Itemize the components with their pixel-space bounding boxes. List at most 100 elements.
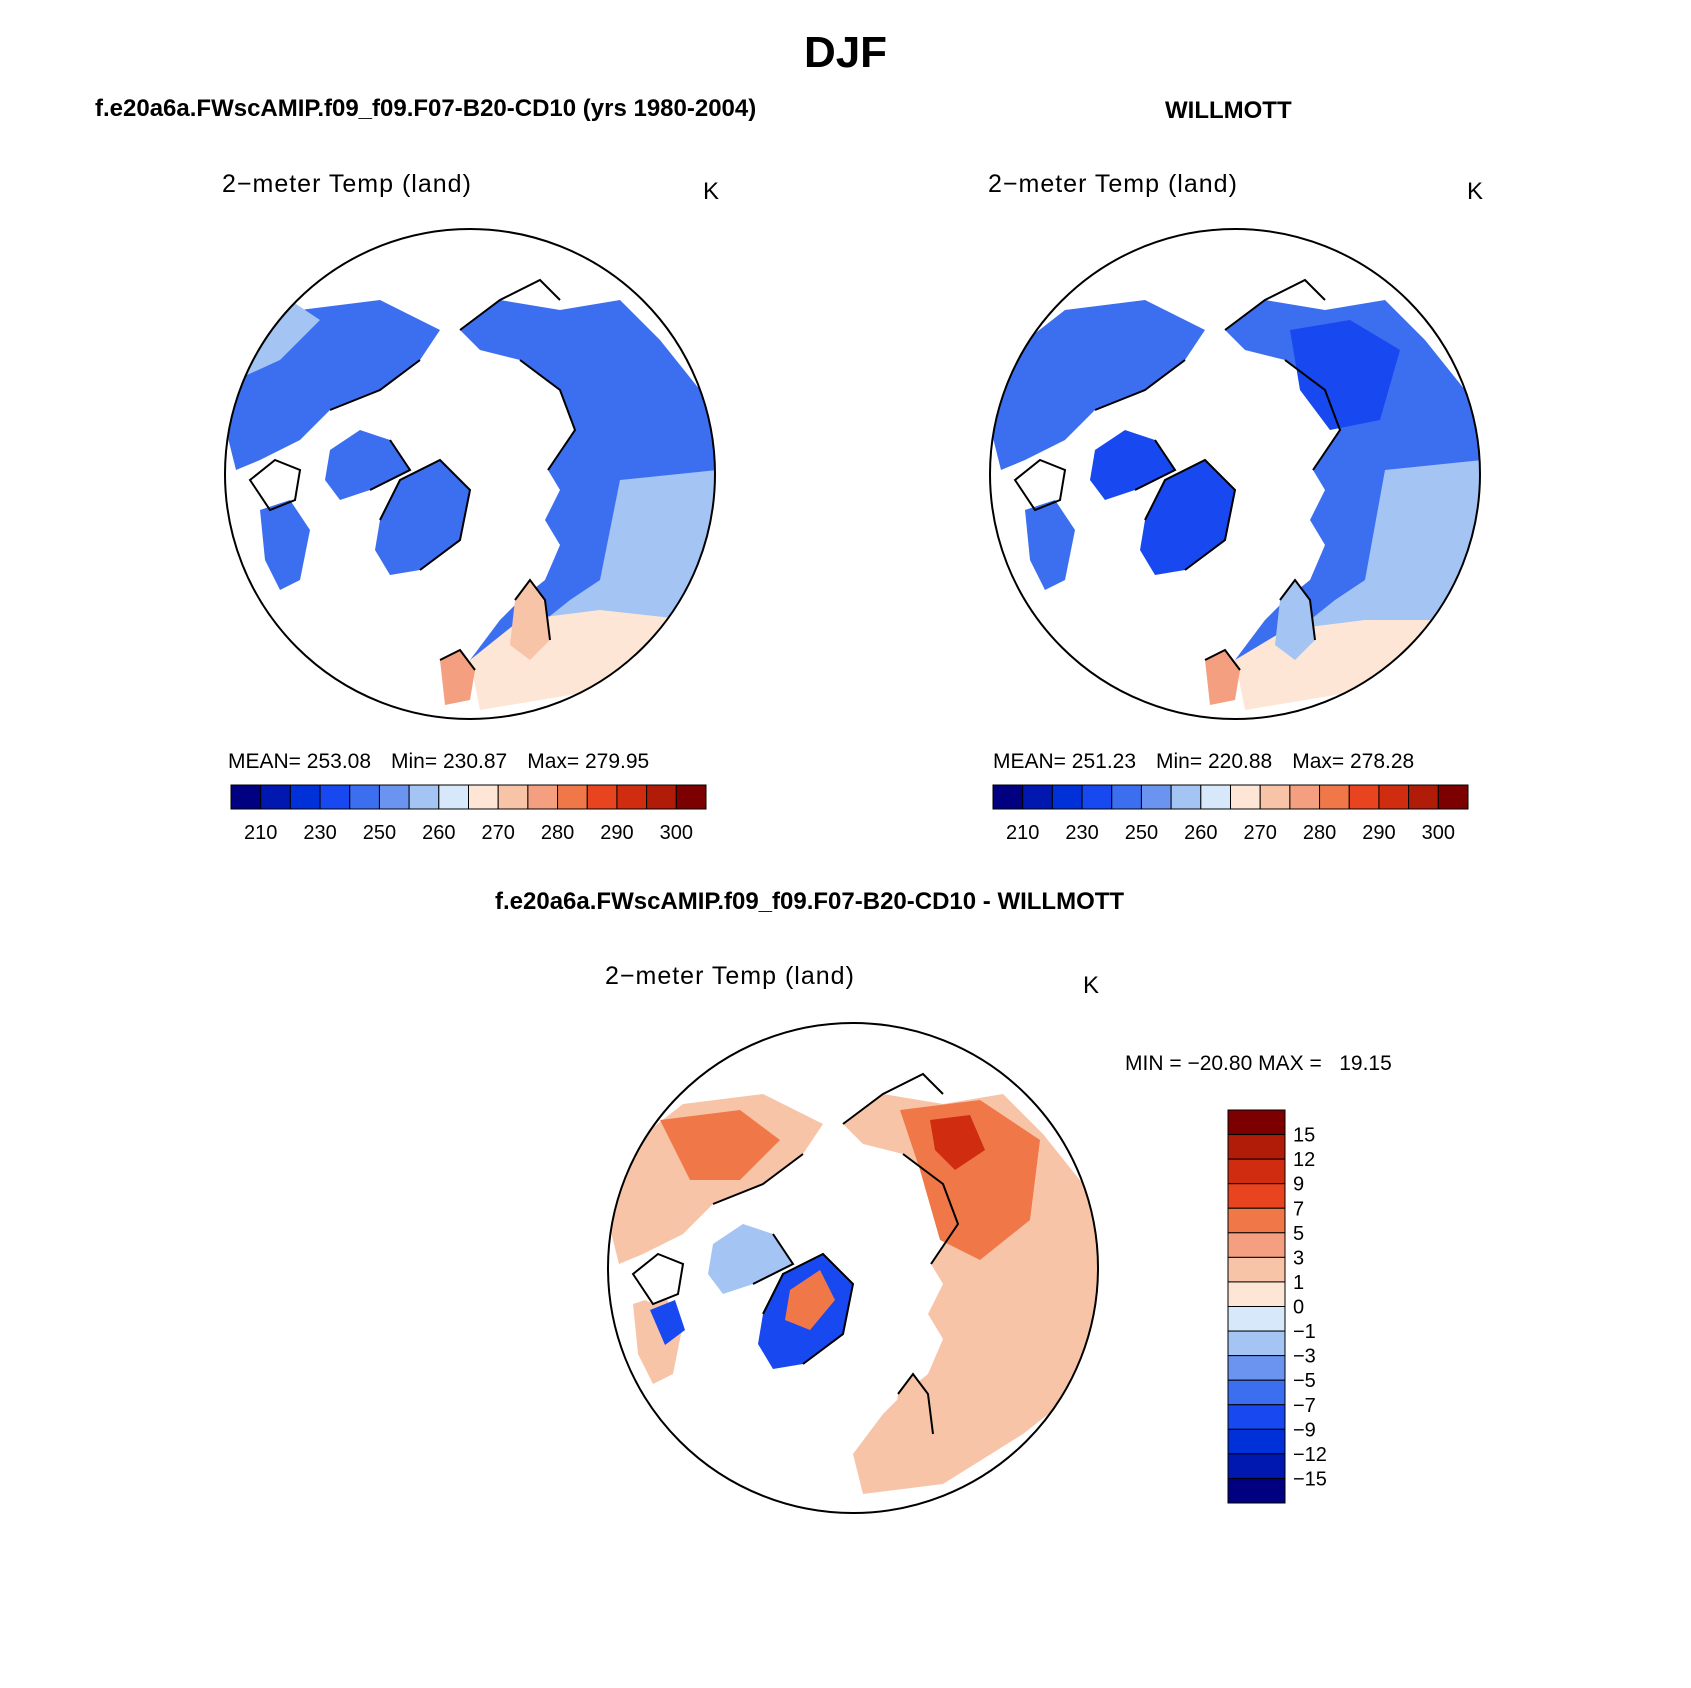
model-colorbar-swatch [646, 784, 677, 810]
model-land-archipelago [325, 430, 410, 500]
diff-colorbar-swatch [1227, 1134, 1286, 1160]
model-colorbar-tick-label: 290 [600, 822, 633, 844]
diff-colorbar-tick-label: −5 [1293, 1370, 1316, 1392]
diff-max-label: MAX = [1258, 1052, 1322, 1075]
diff-colorbar-tick-label: 9 [1293, 1174, 1304, 1196]
obs-colorbar-swatch [1200, 784, 1231, 810]
obs-land-britain [1205, 650, 1240, 705]
obs-colorbar-swatch [1259, 784, 1291, 810]
obs-colorbar-swatch [992, 784, 1024, 810]
obs-units: K [1467, 178, 1484, 205]
diff-land-scandinavia [893, 1374, 933, 1454]
diff-colorbar-swatch [1227, 1306, 1286, 1332]
model-land-britain [440, 650, 475, 705]
diff-colorbar-tick-label: 1 [1293, 1272, 1304, 1294]
model-mean-value: 253.08 [306, 750, 372, 773]
obs-colorbar-swatch [1437, 784, 1469, 810]
model-colorbar-swatch [557, 784, 588, 810]
obs-variable-title: 2−meter Temp (land) [988, 170, 1238, 198]
obs-max-label: Max= [1292, 750, 1345, 773]
figure-title: DJF [803, 28, 888, 77]
diff-coastline [631, 1072, 960, 1435]
diff-polar-map [607, 1022, 1099, 1514]
model-colorbar-swatch [349, 784, 380, 810]
diff-stats: MIN = −20.80 MAX = 19.15 [1125, 1052, 1392, 1076]
diff-land-greenland-hot [785, 1270, 835, 1330]
obs-min-label: Min= [1156, 750, 1203, 773]
diff-land-archipelago [708, 1224, 793, 1294]
model-colorbar-swatch [527, 784, 559, 810]
model-land-scandinavia [510, 580, 550, 660]
model-stats: MEAN= 253.08 Min= 230.87 Max= 279.95 [228, 750, 669, 774]
model-colorbar-swatch [408, 784, 440, 810]
obs-land-northamerica [991, 300, 1205, 470]
obs-colorbar-swatch [1081, 784, 1113, 810]
obs-max-value: 278.28 [1349, 750, 1415, 773]
obs-colorbar-tick-label: 260 [1184, 822, 1217, 844]
model-variable-title: 2−meter Temp (land) [222, 170, 472, 198]
model-colorbar-swatch [260, 784, 291, 810]
diff-colorbar-swatch [1227, 1379, 1286, 1406]
diff-header: f.e20a6a.FWscAMIP.f09_f09.F07-B20-CD10 -… [495, 888, 1125, 915]
model-header: f.e20a6a.FWscAMIP.f09_f09.F07-B20-CD10 (… [95, 95, 757, 122]
obs-land-greenland [1140, 460, 1235, 575]
model-colorbar: 210 230 250 260 270 280 290 300 [230, 784, 707, 844]
obs-land-scandinavia [1275, 580, 1315, 660]
model-colorbar-tick-label: 300 [660, 822, 693, 844]
obs-colorbar-swatch [1289, 784, 1321, 810]
model-colorbar-tick-label: 280 [541, 822, 574, 844]
obs-colorbar-swatch [1022, 784, 1053, 810]
diff-colorbar-tick-label: 5 [1293, 1223, 1304, 1245]
obs-mean-label: MEAN= [993, 750, 1066, 773]
model-min-label: Min= [391, 750, 438, 773]
obs-colorbar-tick-label: 300 [1422, 822, 1455, 844]
obs-colorbar-swatch [1051, 784, 1083, 810]
diff-land-siberia-core [930, 1115, 985, 1170]
model-min-value: 230.87 [442, 750, 508, 773]
model-colorbar-swatch [289, 784, 321, 810]
model-colorbar-tick-label: 230 [303, 822, 336, 844]
diff-colorbar-swatch [1227, 1281, 1286, 1307]
diff-colorbar-swatch [1227, 1453, 1286, 1479]
obs-colorbar-tick-label: 250 [1125, 822, 1158, 844]
obs-colorbar-tick-label: 270 [1244, 822, 1277, 844]
model-colorbar-swatch [319, 784, 351, 810]
model-colorbar-swatch [230, 784, 262, 810]
model-max-value: 279.95 [584, 750, 650, 773]
model-polar-map [224, 228, 716, 720]
model-colorbar-tick-label: 270 [482, 822, 515, 844]
model-land-greenland [375, 460, 470, 575]
diff-min-value: −20.80 [1187, 1052, 1253, 1075]
obs-land-eurasia-core [1290, 320, 1400, 430]
model-colorbar-tick-label: 210 [244, 822, 277, 844]
diff-land-alaska-cold [650, 1300, 685, 1345]
model-colorbar-swatch [616, 784, 648, 810]
diff-colorbar-tick-label: 7 [1293, 1198, 1304, 1220]
diff-colorbar-swatch [1227, 1256, 1286, 1283]
obs-land-alaska [1025, 500, 1075, 590]
obs-mean-value: 251.23 [1071, 750, 1137, 773]
obs-polar-map [989, 228, 1481, 720]
diff-min-label: MIN = [1125, 1052, 1182, 1075]
model-colorbar-swatch [438, 784, 469, 810]
obs-coastline [1013, 278, 1342, 671]
diff-colorbar-swatch [1227, 1404, 1286, 1430]
diff-colorbar-tick-label: 3 [1293, 1247, 1304, 1269]
diff-colorbar-swatch [1227, 1477, 1286, 1504]
model-colorbar-swatch [675, 784, 707, 810]
obs-colorbar-swatch [1111, 784, 1142, 810]
diff-colorbar-tick-label: 15 [1293, 1125, 1315, 1147]
model-units: K [703, 178, 720, 205]
model-coastline [248, 278, 577, 671]
model-colorbar-swatch [378, 784, 410, 810]
obs-colorbar-tick-label: 290 [1362, 822, 1395, 844]
obs-colorbar-swatch [1170, 784, 1202, 810]
diff-colorbar-tick-label: −3 [1293, 1346, 1316, 1368]
diff-colorbar-tick-label: −1 [1293, 1321, 1316, 1343]
model-land-alaska [260, 500, 310, 590]
obs-stats: MEAN= 251.23 Min= 220.88 Max= 278.28 [993, 750, 1434, 774]
diff-colorbar-swatch [1227, 1355, 1286, 1381]
diff-colorbar-swatch [1227, 1183, 1286, 1209]
diff-colorbar-swatch [1227, 1232, 1286, 1258]
